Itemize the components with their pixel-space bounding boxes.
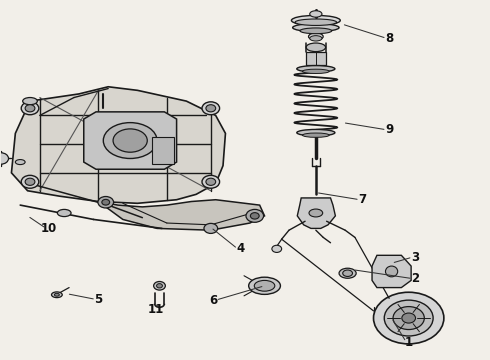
Circle shape xyxy=(384,300,433,336)
Ellipse shape xyxy=(310,11,322,17)
Ellipse shape xyxy=(339,268,356,278)
Circle shape xyxy=(393,307,424,329)
Circle shape xyxy=(25,105,35,112)
Ellipse shape xyxy=(293,24,339,32)
Ellipse shape xyxy=(113,129,147,152)
Circle shape xyxy=(98,197,114,208)
Ellipse shape xyxy=(300,28,332,34)
Ellipse shape xyxy=(309,33,323,40)
Ellipse shape xyxy=(292,15,340,26)
Text: 11: 11 xyxy=(148,303,164,316)
Ellipse shape xyxy=(302,133,329,137)
Ellipse shape xyxy=(310,36,322,41)
Polygon shape xyxy=(372,255,411,288)
Ellipse shape xyxy=(15,159,25,165)
Circle shape xyxy=(21,102,39,115)
Circle shape xyxy=(402,313,416,323)
Text: 9: 9 xyxy=(385,123,393,136)
Polygon shape xyxy=(98,200,265,230)
Ellipse shape xyxy=(302,69,329,73)
Ellipse shape xyxy=(51,292,62,298)
Circle shape xyxy=(202,102,220,115)
Circle shape xyxy=(272,245,282,252)
Polygon shape xyxy=(152,137,174,164)
Text: 5: 5 xyxy=(94,293,102,306)
Polygon shape xyxy=(84,112,176,169)
Text: 8: 8 xyxy=(385,32,393,45)
Text: 10: 10 xyxy=(41,222,57,235)
Polygon shape xyxy=(297,198,335,228)
Circle shape xyxy=(21,175,39,188)
Text: 1: 1 xyxy=(405,336,413,348)
Circle shape xyxy=(250,213,259,219)
Ellipse shape xyxy=(57,210,71,217)
Circle shape xyxy=(102,199,110,205)
Circle shape xyxy=(0,153,8,164)
Circle shape xyxy=(373,292,444,344)
Ellipse shape xyxy=(306,43,326,51)
Circle shape xyxy=(206,105,216,112)
Ellipse shape xyxy=(54,293,59,296)
Circle shape xyxy=(25,178,35,185)
Ellipse shape xyxy=(103,123,157,158)
Ellipse shape xyxy=(23,98,37,105)
Ellipse shape xyxy=(295,19,337,26)
Text: 2: 2 xyxy=(411,272,419,285)
Ellipse shape xyxy=(248,277,280,294)
Ellipse shape xyxy=(297,66,335,72)
Ellipse shape xyxy=(386,266,398,277)
Circle shape xyxy=(206,178,216,185)
Text: 6: 6 xyxy=(209,294,218,307)
Text: 3: 3 xyxy=(411,251,419,264)
Ellipse shape xyxy=(297,130,335,136)
Circle shape xyxy=(246,210,264,222)
Text: 4: 4 xyxy=(236,242,244,255)
Ellipse shape xyxy=(343,270,352,276)
Circle shape xyxy=(154,282,165,290)
Circle shape xyxy=(204,224,218,233)
Ellipse shape xyxy=(309,209,323,217)
Ellipse shape xyxy=(254,280,275,291)
Polygon shape xyxy=(11,87,225,203)
Polygon shape xyxy=(306,51,326,65)
Circle shape xyxy=(202,175,220,188)
Text: 7: 7 xyxy=(358,193,367,206)
Circle shape xyxy=(157,284,162,288)
